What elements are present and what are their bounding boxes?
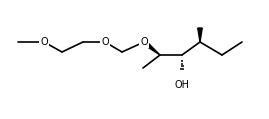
- Text: O: O: [40, 37, 48, 47]
- Text: O: O: [101, 37, 109, 47]
- Text: OH: OH: [175, 80, 189, 90]
- Text: O: O: [140, 37, 148, 47]
- Polygon shape: [198, 28, 202, 42]
- Polygon shape: [143, 40, 160, 55]
